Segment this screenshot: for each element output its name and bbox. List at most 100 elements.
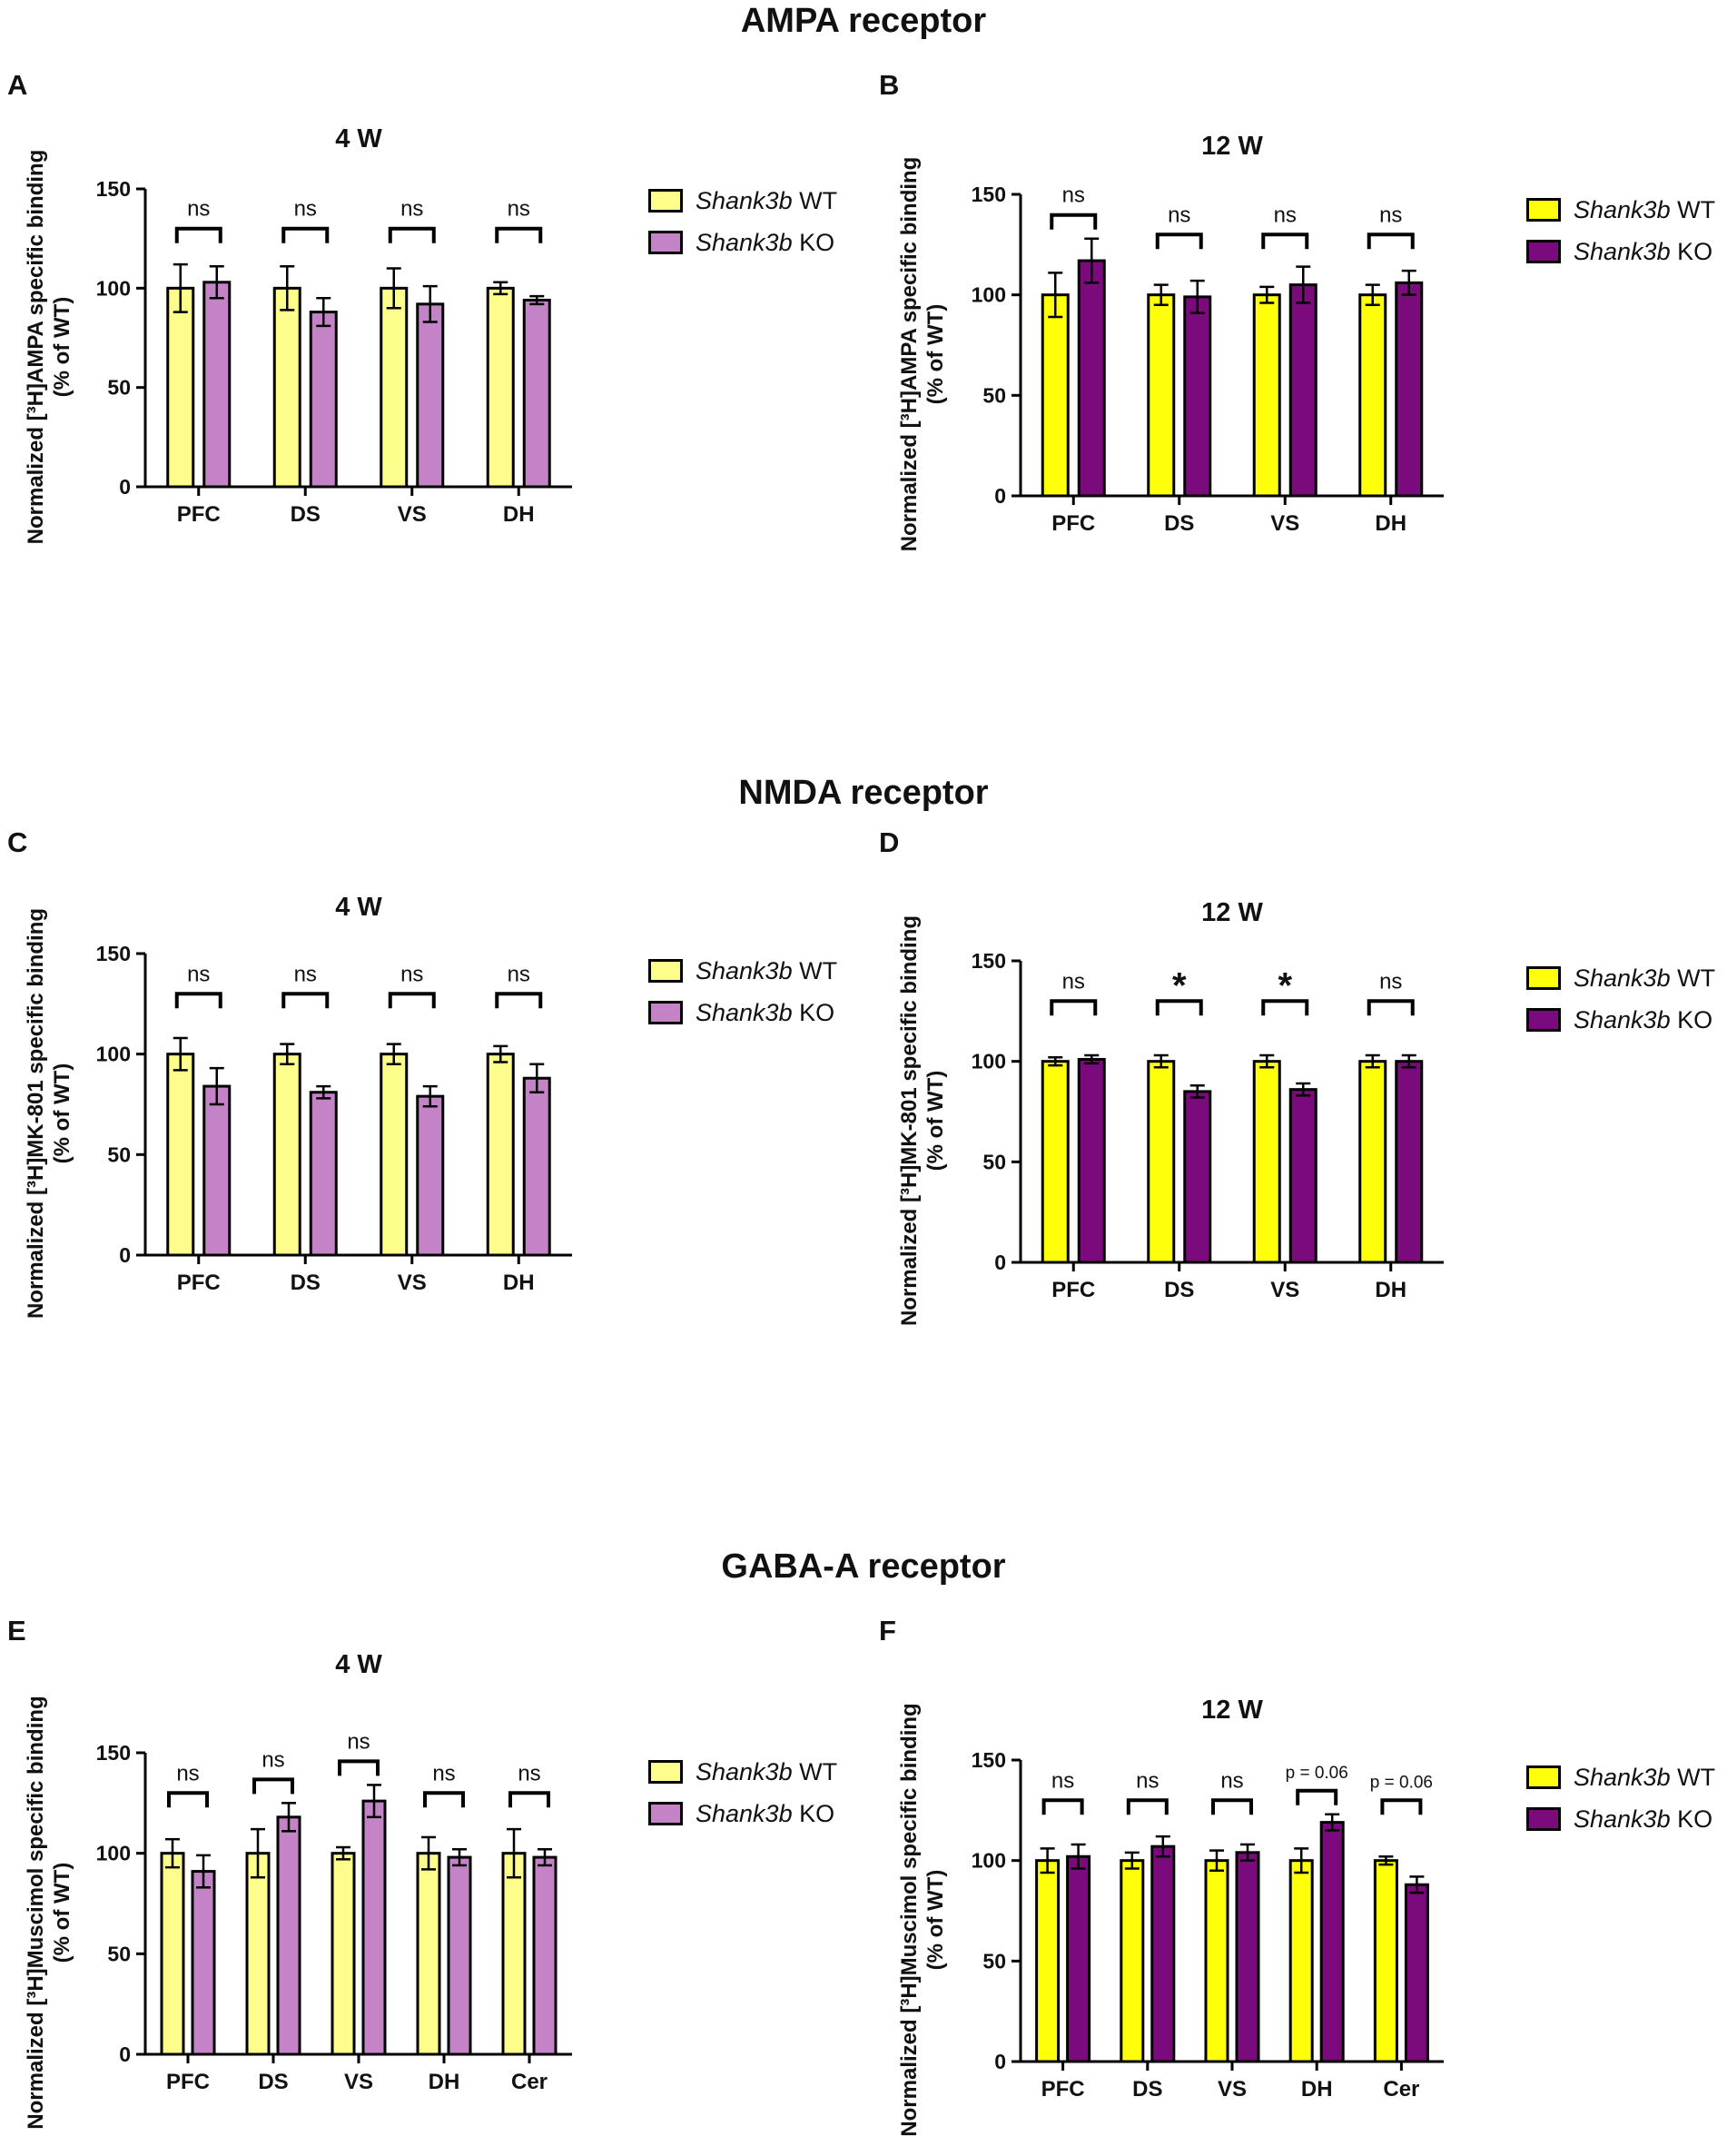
bar-wt xyxy=(1147,1060,1176,1264)
bar-ko xyxy=(309,311,338,489)
y-tick-label: 100 xyxy=(96,1842,131,1865)
legend-swatch-wt xyxy=(648,1760,683,1784)
y-tick-label: 150 xyxy=(96,942,131,965)
y-axis-label: Normalized [³H]AMPA specific binding(% o… xyxy=(24,150,74,545)
y-tick-label: 0 xyxy=(994,484,1006,508)
x-tick-label: PFC xyxy=(1051,511,1095,536)
legend-d: Shank3b WT Shank3b KO xyxy=(1526,964,1715,1033)
y-axis-label-line: (% of WT) xyxy=(50,1863,74,1963)
x-tick-label: PFC xyxy=(177,502,221,527)
y-axis-label-line: Normalized [³H]AMPA specific binding xyxy=(24,150,48,545)
significance-bracket xyxy=(1050,213,1098,230)
chart-title: 12 W xyxy=(1201,132,1263,161)
y-tick-label: 100 xyxy=(972,1050,1006,1073)
x-tick-label: DH xyxy=(1375,511,1406,536)
legend-gene: Shank3b xyxy=(696,1799,793,1827)
y-axis-label-line: Normalized [³H]MK-801 specific binding xyxy=(897,915,922,1326)
bar-ko xyxy=(416,1094,445,1257)
y-axis-label: Normalized [³H]MK-801 specific binding(%… xyxy=(24,908,74,1319)
significance-label: ns xyxy=(1274,203,1297,227)
bar-ko xyxy=(1077,259,1106,498)
legend-wt-label: WT xyxy=(1677,195,1716,223)
legend-wt-label: WT xyxy=(799,186,838,214)
significance-bracket xyxy=(508,1791,550,1808)
y-axis-label: Normalized [³H]AMPA specific binding(% o… xyxy=(897,157,948,552)
significance-label: ns xyxy=(400,197,423,222)
chart-title: 12 W xyxy=(1201,1696,1263,1725)
significance-label: ns xyxy=(187,197,210,222)
significance-bracket xyxy=(1126,1798,1169,1815)
x-tick-label: DS xyxy=(1164,1278,1194,1302)
significance-bracket xyxy=(1296,1788,1338,1805)
legend-swatch-ko xyxy=(648,231,683,254)
section-title-ampa: AMPA receptor xyxy=(740,2,987,40)
y-tick-label: 100 xyxy=(972,283,1006,307)
bar-wt xyxy=(486,286,515,489)
legend-ko-label: KO xyxy=(799,228,835,256)
significance-bracket xyxy=(1155,232,1203,250)
bar-ko xyxy=(1077,1057,1106,1264)
legend-gene: Shank3b xyxy=(1574,1805,1671,1833)
legend-item-wt: Shank3b WT xyxy=(1526,196,1715,223)
bar-wt xyxy=(1041,293,1070,498)
legend-swatch-wt xyxy=(1526,198,1561,222)
chart-title: 4 W xyxy=(335,124,382,153)
significance-bracket xyxy=(1211,1798,1253,1815)
significance-bracket xyxy=(167,1791,209,1808)
legend-e: Shank3b WT Shank3b KO xyxy=(648,1758,837,1827)
y-tick-label: 100 xyxy=(972,1849,1006,1873)
bar-wt xyxy=(272,286,301,489)
y-axis-label: Normalized [³H]MK-801 specific binding(%… xyxy=(897,915,948,1326)
x-tick-label: DS xyxy=(1132,2077,1162,2102)
bar-ko xyxy=(361,1799,387,2056)
bar-wt xyxy=(272,1053,301,1257)
x-tick-label: VS xyxy=(398,1271,427,1295)
section-title-nmda: NMDA receptor xyxy=(738,774,989,812)
significance-bracket xyxy=(281,992,330,1009)
bar-wt xyxy=(416,1852,441,2056)
significance-label: * xyxy=(1172,965,1187,1005)
legend-c: Shank3b WT Shank3b KO xyxy=(648,957,837,1026)
x-tick-label: PFC xyxy=(1051,1278,1095,1302)
legend-gene: Shank3b xyxy=(696,1757,793,1785)
legend-f: Shank3b WT Shank3b KO xyxy=(1526,1764,1715,1833)
y-tick-label: 150 xyxy=(96,177,131,201)
legend-b: Shank3b WT Shank3b KO xyxy=(1526,196,1715,265)
y-axis-label-line: Normalized [³H]AMPA specific binding xyxy=(897,157,922,552)
significance-bracket xyxy=(1261,232,1309,250)
x-tick-label: DH xyxy=(1375,1278,1406,1302)
y-tick-label: 50 xyxy=(107,376,131,400)
legend-item-ko: Shank3b KO xyxy=(648,229,837,256)
significance-label: ns xyxy=(508,197,530,222)
y-tick-label: 150 xyxy=(96,1741,131,1765)
legend-swatch-ko xyxy=(1526,1008,1561,1032)
significance-label: ns xyxy=(294,962,317,986)
bar-ko xyxy=(1404,1883,1429,2063)
bar-ko xyxy=(1235,1851,1260,2063)
significance-bracket xyxy=(1380,1798,1423,1815)
bar-ko xyxy=(1150,1844,1176,2063)
y-axis-label-line: (% of WT) xyxy=(50,1063,74,1164)
legend-item-ko: Shank3b KO xyxy=(1526,1805,1715,1833)
y-tick-label: 0 xyxy=(119,1243,131,1267)
significance-label: ns xyxy=(1062,183,1085,208)
legend-ko-label: KO xyxy=(1677,1805,1713,1833)
significance-label: ns xyxy=(176,1761,199,1785)
significance-label: * xyxy=(1278,965,1292,1005)
significance-bracket xyxy=(252,1777,294,1795)
bar-wt xyxy=(166,286,195,489)
y-tick-label: 50 xyxy=(982,1150,1006,1173)
bar-ko xyxy=(416,302,445,489)
section-title-gaba: GABA-A receptor xyxy=(721,1548,1006,1586)
x-tick-label: DH xyxy=(429,2070,460,2094)
legend-swatch-wt xyxy=(648,189,683,213)
legend-swatch-wt xyxy=(1526,1765,1561,1789)
legend-item-ko: Shank3b KO xyxy=(1526,1006,1715,1033)
significance-label: ns xyxy=(1136,1768,1159,1793)
bar-wt xyxy=(1373,1859,1398,2063)
y-axis-label-line: (% of WT) xyxy=(923,304,948,405)
y-axis-label-line: (% of WT) xyxy=(923,1870,948,1971)
